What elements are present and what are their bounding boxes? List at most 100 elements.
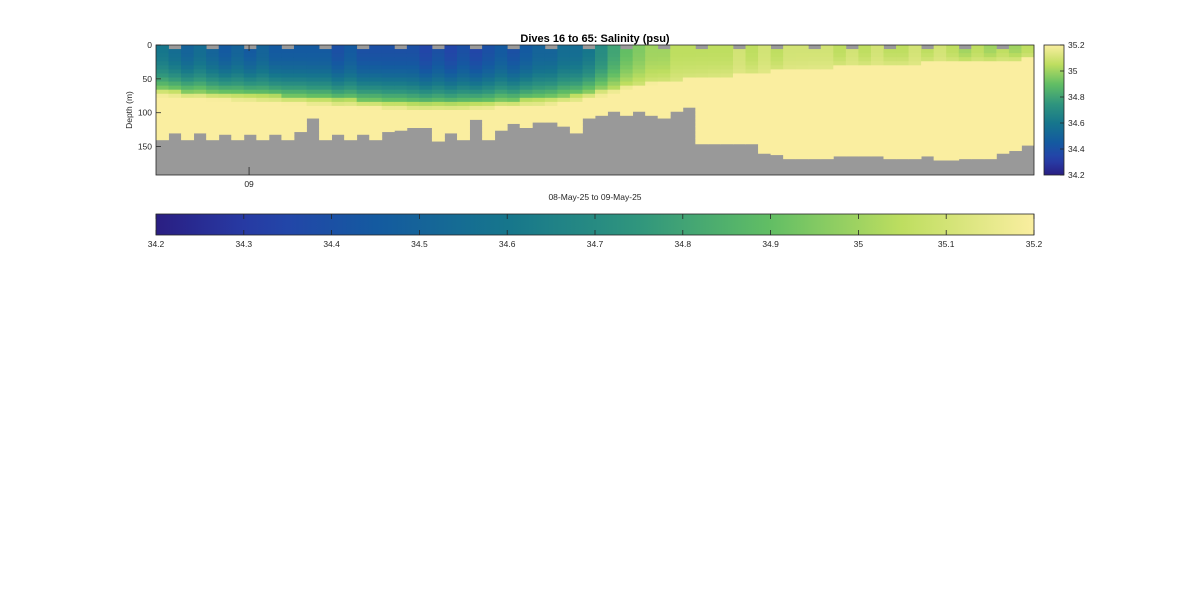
heatmap-cell: [620, 49, 634, 54]
heatmap-cell: [181, 126, 195, 131]
heatmap-cell: [996, 85, 1010, 91]
heatmap-cell: [444, 61, 458, 66]
heatmap-cell: [858, 65, 872, 70]
heatmap-cell: [507, 57, 521, 62]
heatmap-cell: [720, 61, 734, 66]
heatmap-cell: [795, 53, 809, 58]
heatmap-cell: [795, 142, 809, 147]
heatmap-cell: [783, 57, 797, 62]
heatmap-cell: [908, 45, 922, 50]
heatmap-cell: [582, 114, 596, 119]
heatmap-cell: [419, 85, 433, 91]
heatmap-cell: [996, 105, 1010, 111]
heatmap-cell: [745, 85, 759, 91]
heatmap-cell: [293, 126, 307, 131]
heatmap-cell: [281, 81, 295, 87]
heatmap-cell: [457, 53, 470, 58]
heatmap-cell: [457, 93, 470, 99]
heatmap-cell: [921, 146, 935, 152]
heatmap-cell: [494, 93, 508, 99]
heatmap-cell: [971, 45, 985, 50]
heatmap-cell: [745, 105, 759, 111]
heatmap-cell: [921, 53, 935, 58]
heatmap-cell: [883, 126, 897, 131]
heatmap-cell: [268, 105, 282, 111]
heatmap-cell: [482, 138, 496, 141]
heatmap-cell: [833, 126, 847, 131]
heatmap-cell: [532, 53, 546, 58]
heatmap-cell: [908, 97, 922, 103]
heatmap-cell: [431, 110, 445, 115]
heatmap-cell: [193, 93, 207, 99]
heatmap-cell: [808, 49, 822, 54]
heatmap-cell: [507, 97, 521, 103]
heatmap-cell: [569, 101, 583, 107]
heatmap-cell: [971, 97, 985, 103]
heatmap-cell: [896, 146, 909, 152]
heatmap-cell: [344, 69, 358, 74]
heatmap-cell: [983, 154, 997, 160]
heatmap-cell: [707, 97, 721, 103]
heatmap-cell: [883, 154, 897, 160]
heatmap-cell: [921, 101, 935, 107]
heatmap-cell: [595, 69, 608, 74]
heatmap-cell: [457, 65, 470, 70]
heatmap-cell: [983, 118, 997, 123]
heatmap-cell: [620, 110, 634, 115]
heatmap-cell: [620, 57, 634, 62]
heatmap-cell: [306, 49, 320, 54]
heatmap-cell: [758, 101, 771, 107]
heatmap-cell: [921, 118, 935, 123]
heatmap-cell: [406, 77, 420, 82]
heatmap-cell: [281, 69, 295, 74]
heatmap-cell: [933, 105, 947, 111]
heatmap-cell: [657, 61, 671, 66]
heatmap-cell: [206, 118, 220, 123]
heatmap-cell: [544, 57, 558, 62]
heatmap-cell: [657, 101, 671, 107]
heatmap-cell: [770, 73, 784, 78]
heatmap-cell: [820, 138, 834, 143]
heatmap-cell: [707, 69, 721, 74]
heatmap-cell: [482, 114, 496, 119]
heatmap-cell: [444, 81, 458, 87]
heatmap-cell: [569, 89, 583, 95]
heatmap-cell: [356, 110, 370, 115]
heatmap-cell: [168, 122, 182, 127]
heatmap-cell: [319, 93, 332, 99]
heatmap-cell: [206, 138, 220, 141]
heatmap-cell: [808, 73, 822, 78]
heatmap-cell: [431, 130, 445, 135]
heatmap-cell: [996, 110, 1010, 115]
heatmap-cell: [406, 105, 420, 111]
heatmap-cell: [745, 130, 759, 135]
heatmap-cell: [569, 93, 583, 99]
heatmap-cell: [908, 81, 922, 87]
heatmap-cell: [858, 114, 872, 119]
heatmap-cell: [281, 114, 295, 119]
heatmap-cell: [206, 93, 220, 99]
heatmap-cell: [707, 65, 721, 70]
heatmap-cell: [156, 65, 169, 70]
heatmap-cell: [1021, 61, 1035, 66]
heatmap-cell: [156, 57, 169, 62]
heatmap-cell: [858, 146, 872, 152]
heatmap-cell: [770, 97, 784, 103]
heatmap-cell: [281, 126, 295, 131]
heatmap-cell: [682, 45, 696, 50]
heatmap-cell: [1008, 142, 1022, 147]
heatmap-cell: [306, 101, 320, 107]
heatmap-cell: [319, 118, 332, 123]
heatmap-cell: [958, 126, 972, 131]
heatmap-cell: [845, 85, 859, 91]
heatmap-cell: [858, 77, 872, 82]
heatmap-cell: [996, 49, 1010, 54]
heatmap-cell: [306, 89, 320, 95]
heatmap-cell: [820, 110, 834, 115]
heatmap-cell: [707, 77, 721, 82]
heatmap-cell: [883, 97, 897, 103]
heatmap-cell: [181, 61, 195, 66]
heatmap-cell: [896, 81, 909, 87]
heatmap-cell: [695, 138, 709, 143]
heatmap-cell: [532, 77, 546, 82]
